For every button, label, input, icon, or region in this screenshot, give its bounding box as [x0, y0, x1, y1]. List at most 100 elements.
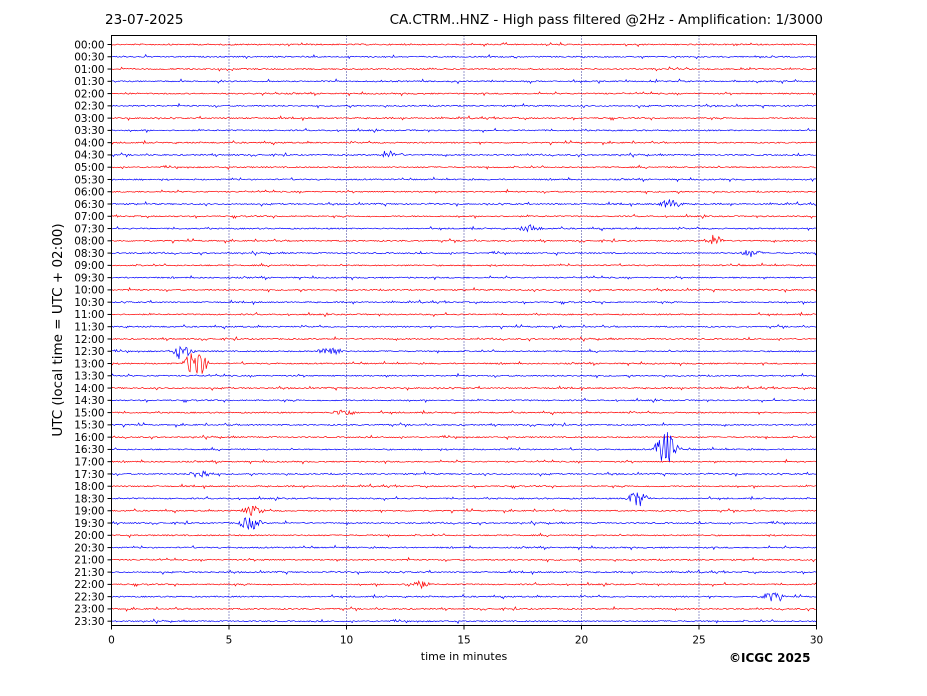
- y-tick-label: 19:00: [74, 506, 104, 518]
- plot-frame: [111, 35, 817, 626]
- x-tick-label: 30: [810, 635, 823, 647]
- y-tick-label: 15:00: [74, 407, 104, 419]
- trace-row-0100: [111, 66, 817, 72]
- y-tick-label: 22:00: [74, 579, 104, 591]
- x-axis-label: time in minutes: [420, 650, 508, 663]
- y-tick-label: 23:00: [74, 604, 104, 616]
- date-label: 23-07-2025: [105, 12, 184, 28]
- trace-row-2200: [111, 580, 817, 590]
- y-tick-label: 18:00: [74, 481, 104, 493]
- y-tick-label: 17:00: [74, 456, 104, 468]
- trace-row-0800: [111, 234, 817, 245]
- trace-row-1200: [111, 335, 817, 342]
- trace-row-0930: [111, 274, 817, 281]
- y-tick-label: 17:30: [74, 469, 104, 481]
- trace-row-2230: [111, 592, 817, 602]
- trace-row-1400: [111, 385, 817, 392]
- x-tick-label: 25: [692, 635, 705, 647]
- y-tick-label: 13:00: [74, 358, 104, 370]
- trace-row-2130: [111, 569, 817, 576]
- trace-row-0230: [111, 102, 817, 109]
- y-tick-label: 04:30: [74, 150, 104, 162]
- trace-row-1600: [111, 434, 817, 441]
- y-tick-label: 05:00: [74, 162, 104, 174]
- trace-row-0200: [111, 91, 817, 97]
- trace-row-2330: [111, 618, 817, 625]
- y-tick-label: 23:30: [74, 616, 104, 628]
- trace-row-0430: [111, 150, 817, 158]
- axis-layer: 00:0000:3001:0001:3002:0002:3003:0003:30…: [74, 39, 823, 646]
- trace-row-0600: [111, 188, 817, 195]
- trace-row-2100: [111, 556, 817, 563]
- trace-row-0500: [111, 164, 817, 171]
- y-tick-label: 01:30: [74, 76, 104, 88]
- trace-row-2030: [111, 544, 817, 551]
- trace-row-0830: [111, 250, 817, 258]
- y-tick-label: 12:00: [74, 334, 104, 346]
- trace-row-0400: [111, 139, 817, 146]
- y-tick-label: 18:30: [74, 493, 104, 505]
- trace-row-1900: [111, 505, 817, 516]
- y-tick-label: 09:30: [74, 272, 104, 284]
- trace-row-0030: [111, 53, 817, 60]
- trace-row-1930: [111, 517, 817, 531]
- trace-row-1130: [111, 323, 817, 330]
- y-tick-label: 13:30: [74, 371, 104, 383]
- y-tick-label: 21:00: [74, 555, 104, 567]
- y-tick-label: 06:30: [74, 199, 104, 211]
- grid-layer: [228, 35, 700, 626]
- x-tick-label: 10: [340, 635, 353, 647]
- chart-title: CA.CTRM..HNZ - High pass filtered @2Hz -…: [389, 12, 823, 28]
- y-tick-label: 20:30: [74, 542, 104, 554]
- y-tick-label: 02:00: [74, 88, 104, 100]
- trace-row-1230: [111, 345, 817, 360]
- x-tick-label: 15: [457, 635, 470, 647]
- trace-row-0730: [111, 224, 817, 233]
- trace-row-0530: [111, 176, 817, 183]
- trace-row-1330: [111, 372, 817, 379]
- trace-row-1300: [111, 353, 817, 374]
- y-tick-label: 10:00: [74, 285, 104, 297]
- y-tick-label: 14:00: [74, 383, 104, 395]
- trace-row-0130: [111, 78, 817, 85]
- x-tick-label: 20: [575, 635, 588, 647]
- trace-row-0900: [111, 262, 817, 268]
- y-tick-label: 00:00: [74, 39, 104, 51]
- y-tick-label: 10:30: [74, 297, 104, 309]
- trace-row-1500: [111, 409, 817, 416]
- y-tick-label: 16:30: [74, 444, 104, 456]
- copyright-label: ©ICGC 2025: [729, 651, 811, 665]
- y-tick-label: 20:00: [74, 530, 104, 542]
- y-tick-label: 19:30: [74, 518, 104, 530]
- trace-row-2300: [111, 605, 817, 612]
- trace-row-1000: [111, 286, 817, 293]
- y-tick-label: 08:30: [74, 248, 104, 260]
- trace-row-1530: [111, 421, 817, 428]
- trace-row-1830: [111, 492, 817, 507]
- y-tick-label: 11:30: [74, 322, 104, 334]
- y-tick-label: 03:30: [74, 125, 104, 137]
- y-tick-label: 12:30: [74, 346, 104, 358]
- y-tick-label: 06:00: [74, 187, 104, 199]
- trace-row-1800: [111, 483, 817, 490]
- trace-row-0700: [111, 213, 817, 220]
- trace-row-1730: [111, 470, 817, 478]
- y-tick-label: 02:30: [74, 101, 104, 113]
- trace-row-1430: [111, 397, 817, 404]
- y-tick-label: 03:00: [74, 113, 104, 125]
- y-tick-label: 07:00: [74, 211, 104, 223]
- trace-row-0000: [111, 41, 817, 48]
- y-tick-label: 16:00: [74, 432, 104, 444]
- x-tick-label: 5: [226, 635, 233, 647]
- trace-row-1630: [111, 432, 817, 463]
- y-tick-label: 01:00: [74, 64, 104, 76]
- trace-row-1030: [111, 299, 817, 306]
- y-tick-label: 04:00: [74, 137, 104, 149]
- trace-row-1100: [111, 311, 817, 318]
- y-tick-label: 14:30: [74, 395, 104, 407]
- trace-row-0630: [111, 199, 817, 208]
- y-tick-label: 09:00: [74, 260, 104, 272]
- y-tick-label: 15:30: [74, 420, 104, 432]
- trace-row-0330: [111, 127, 817, 134]
